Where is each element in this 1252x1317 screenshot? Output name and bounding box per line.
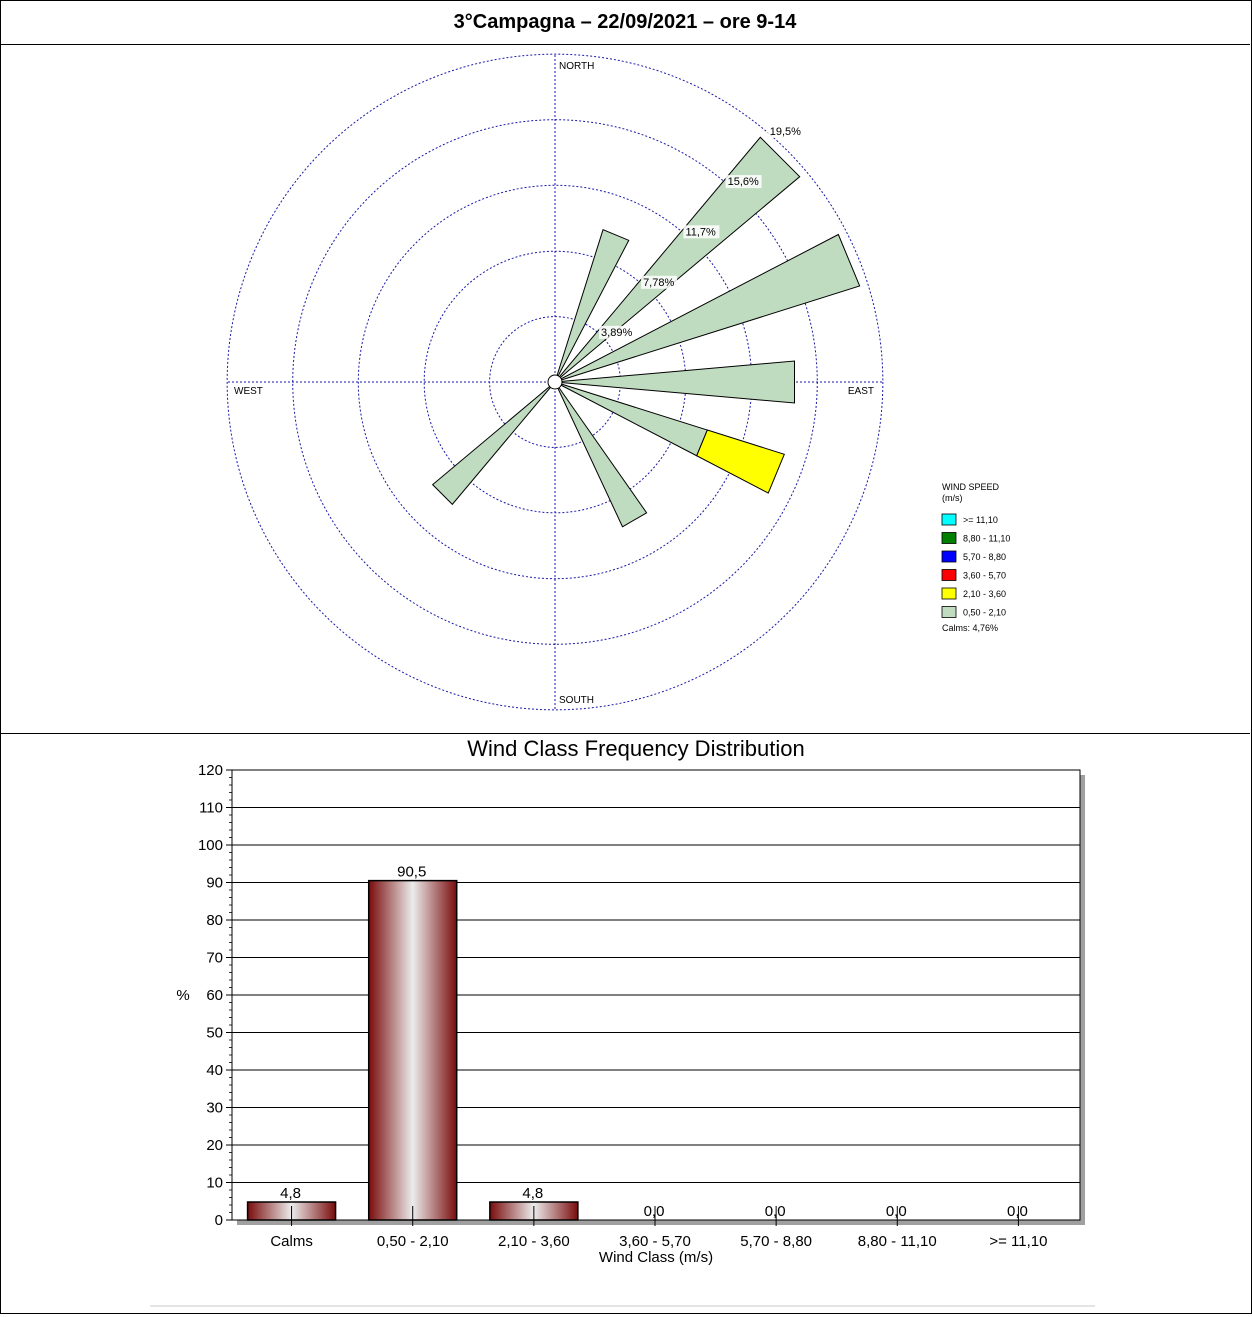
bar-value-label: 4,8 — [280, 1185, 301, 1202]
legend-label: >= 11,10 — [963, 515, 998, 525]
x-tick-label: 8,80 - 11,10 — [858, 1233, 937, 1250]
bar-chart-title: Wind Class Frequency Distribution — [467, 736, 804, 761]
bar-value-label: 0,0 — [886, 1203, 907, 1220]
bar-value-label: 90,5 — [397, 864, 426, 881]
ring-label-bg — [683, 225, 720, 239]
y-tick-label: 120 — [198, 762, 223, 779]
rose-petal — [554, 360, 796, 404]
bar-value-label: 0,0 — [644, 1203, 665, 1220]
x-axis-label: Wind Class (m/s) — [599, 1249, 713, 1266]
y-tick-label: 60 — [206, 987, 223, 1004]
y-tick-label: 80 — [206, 912, 223, 929]
wind-class-bar-chart: Wind Class Frequency Distribution 0 10 20 30… — [150, 736, 1095, 1307]
legend-calms: Calms: 4,76% — [942, 623, 998, 633]
legend-unit: (m/s) — [942, 493, 963, 503]
legend-label: 3,60 - 5,70 — [963, 571, 1006, 581]
y-tick-label: 10 — [206, 1175, 223, 1192]
legend-title: WIND SPEED — [942, 482, 1000, 492]
ring-label-group: 3,89% — [599, 325, 636, 339]
x-tick-label: 5,70 - 8,80 — [740, 1233, 812, 1250]
ring-label: 7,78% — [643, 277, 674, 289]
rose-petal — [696, 429, 785, 494]
ring-label-bg — [599, 325, 636, 339]
ring-label: 19,5% — [770, 126, 801, 138]
rose-petal — [554, 136, 801, 383]
bar-chart-panel: Wind Class Frequency Distribution 0 10 20 30… — [0, 734, 1250, 1312]
y-tick-label: 50 — [206, 1025, 223, 1042]
x-tick-label: >= 11,10 — [989, 1233, 1047, 1250]
bar-value-label: 4,8 — [522, 1185, 543, 1202]
direction-label-south: SOUTH — [559, 695, 594, 706]
x-tick-label: Calms — [270, 1233, 313, 1250]
y-tick-label: 40 — [206, 1062, 223, 1079]
y-tick-label: 100 — [198, 837, 223, 854]
rose-petal — [431, 381, 556, 506]
ring-label-group: 7,78% — [641, 275, 678, 289]
ring-label: 3,89% — [601, 327, 632, 339]
wind-rose-panel: NORTH EAST SOUTH WEST 3,89% 7,78% 11,7% 15,6% 19… — [0, 45, 1250, 734]
bar-value-label: 0,0 — [765, 1203, 786, 1220]
wind-rose-chart: NORTH EAST SOUTH WEST 3,89% 7,78% 11,7% 15,6% 19… — [226, 53, 1010, 711]
y-tick-label: 110 — [199, 800, 223, 817]
y-tick-label: 70 — [206, 950, 223, 967]
legend-label: 2,10 - 3,60 — [963, 589, 1006, 599]
rose-petal — [554, 233, 861, 383]
legend-label: 5,70 - 8,80 — [963, 552, 1006, 562]
ring-label: 15,6% — [728, 176, 759, 188]
legend-swatch — [941, 606, 957, 618]
y-axis-label: % — [176, 987, 189, 1004]
rose-petal — [554, 229, 630, 383]
ring-label-group: 15,6% — [725, 175, 762, 189]
legend-swatch — [941, 550, 957, 563]
legend-label: 8,80 - 11,10 — [963, 534, 1010, 544]
legend-swatch — [941, 532, 957, 544]
legend-label: 0,50 - 2,10 — [963, 608, 1006, 618]
ring-label-group: 19,5% — [767, 124, 804, 138]
rose-center — [547, 374, 563, 390]
page-title: 3°Campagna – 22/09/2021 – ore 9-14 — [0, 0, 1250, 45]
x-tick-label: 0,50 - 2,10 — [377, 1233, 449, 1250]
y-tick-label: 20 — [206, 1137, 223, 1154]
direction-label-east: EAST — [848, 386, 874, 397]
rose-ring — [226, 53, 884, 711]
rose-petal — [554, 381, 648, 528]
bar-value-label: 0,0 — [1007, 1203, 1028, 1220]
y-tick-label: 90 — [206, 875, 223, 892]
x-tick-label: 3,60 - 5,70 — [619, 1233, 691, 1250]
direction-label-north: NORTH — [559, 61, 594, 72]
ring-label-group: 11,7% — [683, 225, 720, 239]
y-tick-label: 0 — [215, 1212, 223, 1229]
ring-label-bg — [725, 175, 762, 189]
legend-swatch — [941, 587, 957, 600]
legend-swatch — [941, 569, 957, 581]
legend-swatch — [941, 513, 957, 526]
ring-label-bg — [641, 275, 678, 289]
y-tick-label: 30 — [206, 1100, 223, 1117]
direction-label-west: WEST — [234, 386, 263, 397]
bar — [367, 879, 458, 1221]
ring-label: 11,7% — [685, 226, 716, 238]
x-tick-label: 2,10 - 3,60 — [498, 1233, 570, 1250]
ring-label-bg — [767, 124, 804, 138]
